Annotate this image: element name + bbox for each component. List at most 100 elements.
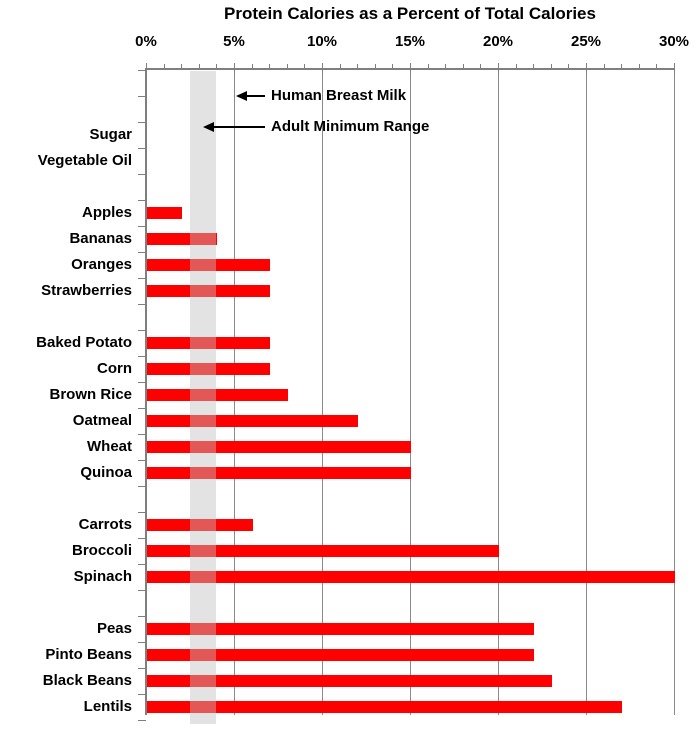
category-label-carrots: Carrots [78,516,132,533]
x-tick-label: 0% [135,33,157,50]
y-tick [138,304,146,305]
annotation-arrow-head [235,91,247,101]
category-label-vegetable-oil: Vegetable Oil [37,152,132,169]
y-tick [138,720,146,721]
category-label-sugar: Sugar [89,126,132,143]
y-tick [138,330,146,331]
y-tick [138,486,146,487]
gridline-30pct [674,70,675,715]
y-tick [138,278,146,279]
bar-bananas [147,233,217,245]
x-tick-minor [286,64,288,69]
x-tick-major [322,63,323,74]
bar-apples [147,207,182,219]
x-tick-label: 20% [482,33,514,50]
gridline-25pct [586,70,587,715]
y-tick [138,174,146,175]
y-tick [138,356,146,357]
x-tick-minor [462,64,464,69]
y-tick [138,408,146,409]
x-tick-minor [445,64,447,69]
bar-black-beans [147,675,552,687]
y-tick [138,512,146,513]
bar-quinoa [147,467,411,479]
x-tick-minor [603,64,605,69]
bar-oatmeal [147,415,358,427]
category-label-broccoli: Broccoli [71,542,132,559]
x-tick-minor [638,64,640,69]
category-label-spinach: Spinach [73,568,132,585]
y-tick [138,252,146,253]
x-tick-minor [339,64,341,69]
x-tick-major [146,63,147,74]
category-label-apples: Apples [81,204,132,221]
annotation-arrow-line [212,126,265,128]
category-label-quinoa: Quinoa [80,464,132,481]
y-tick [138,642,146,643]
y-tick [138,96,146,97]
x-tick-minor [163,64,165,69]
x-tick-minor [568,64,570,69]
y-tick [138,590,146,591]
category-label-bananas: Bananas [69,230,132,247]
bar-corn [147,363,270,375]
category-label-wheat: Wheat [87,438,132,455]
bar-brown-rice [147,389,288,401]
bar-broccoli [147,545,499,557]
bar-lentils [147,701,622,713]
annotation-label: Adult Minimum Range [271,118,430,135]
x-tick-minor [392,64,394,69]
x-tick-minor [304,64,306,69]
bar-wheat [147,441,411,453]
category-label-oatmeal: Oatmeal [72,412,132,429]
x-tick-minor [198,64,200,69]
x-tick-label: 25% [570,33,602,50]
category-label-corn: Corn [97,360,132,377]
y-tick [138,538,146,539]
x-tick-minor [269,64,271,69]
x-tick-minor [656,64,658,69]
category-label-lentils: Lentils [83,698,132,715]
x-tick-minor [427,64,429,69]
y-tick [138,226,146,227]
x-tick-minor [621,64,623,69]
gridline-10pct [322,70,323,715]
y-tick [138,200,146,201]
gridline-20pct [498,70,499,715]
x-tick-minor [216,64,218,69]
chart-title: Protein Calories as a Percent of Total C… [224,4,596,23]
x-tick-major [498,63,499,74]
x-tick-minor [251,64,253,69]
y-tick [138,668,146,669]
annotation-arrow-line [244,95,265,97]
category-label-oranges: Oranges [71,256,132,273]
category-label-baked-potato: Baked Potato [36,334,132,351]
x-tick-label: 10% [306,33,338,50]
bar-pinto-beans [147,649,534,661]
category-label-pinto-beans: Pinto Beans [45,646,132,663]
x-tick-minor [550,64,552,69]
category-label-strawberries: Strawberries [41,282,132,299]
bar-baked-potato [147,337,270,349]
bar-strawberries [147,285,270,297]
x-tick-minor [181,64,183,69]
x-tick-label: 5% [223,33,245,50]
y-tick [138,70,146,71]
bar-peas [147,623,534,635]
category-label-black-beans: Black Beans [42,672,132,689]
y-tick [138,382,146,383]
annotation-label: Human Breast Milk [271,87,407,104]
x-tick-minor [374,64,376,69]
y-tick [138,694,146,695]
x-tick-label: 30% [658,33,690,50]
category-label-peas: Peas [96,620,132,637]
x-tick-minor [357,64,359,69]
x-tick-minor [533,64,535,69]
bar-carrots [147,519,253,531]
y-tick [138,148,146,149]
y-axis-line [145,68,147,715]
category-label-brown-rice: Brown Rice [49,386,132,403]
gridline-15pct [410,70,411,715]
bar-oranges [147,259,270,271]
